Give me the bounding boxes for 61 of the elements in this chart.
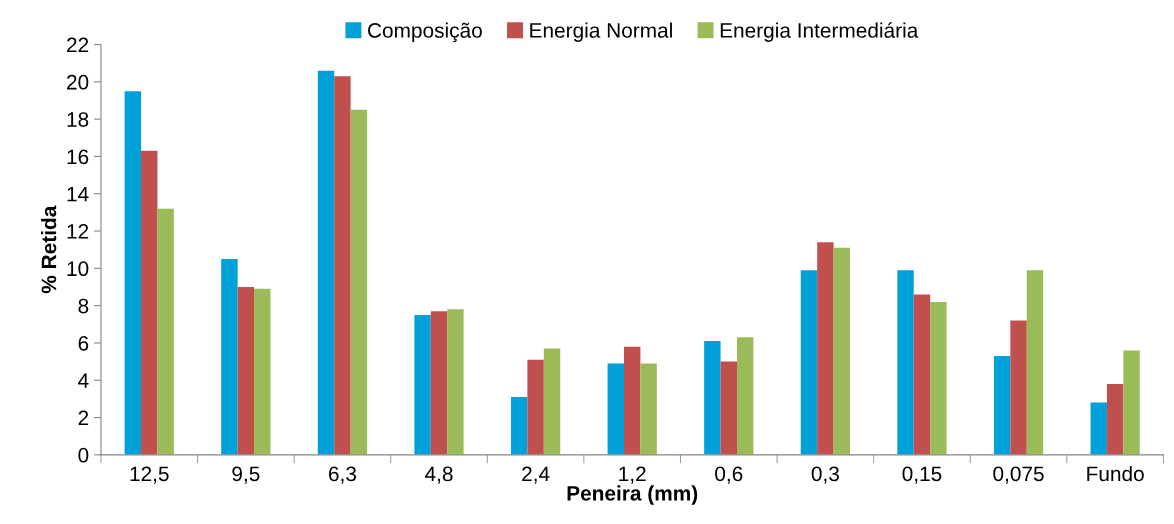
x-tick-label: 0,075 <box>993 466 1044 484</box>
bar <box>930 301 947 455</box>
y-tick-label: 8 <box>78 298 89 314</box>
bar <box>1026 270 1044 455</box>
bar <box>1090 402 1107 455</box>
bar <box>141 150 158 455</box>
bar <box>543 348 561 455</box>
bar <box>833 247 851 455</box>
bar <box>430 311 448 455</box>
x-tick-label: 9,5 <box>232 466 260 484</box>
y-tick-label: 22 <box>67 37 89 53</box>
x-tick-label: Fundo <box>1087 465 1144 482</box>
x-tick-label: 0,6 <box>715 466 743 484</box>
y-tick-label: 18 <box>67 112 89 127</box>
y-tick-label: 4 <box>78 373 89 388</box>
bar <box>720 361 737 455</box>
bar <box>607 363 624 455</box>
bar <box>237 286 255 455</box>
bar <box>1010 320 1027 455</box>
y-tick-label: 12 <box>67 224 89 239</box>
y-tick-label: 6 <box>78 335 89 351</box>
x-tick-label: 4,8 <box>425 466 453 484</box>
x-tick-label: 12,5 <box>130 466 169 484</box>
bar <box>640 363 657 455</box>
bar <box>623 346 641 455</box>
bar <box>800 270 818 455</box>
legend-label: Energia Normal <box>530 22 672 42</box>
bar <box>254 288 271 455</box>
x-tick-label: 0,3 <box>811 466 839 484</box>
bar <box>1106 383 1124 455</box>
y-tick-label: 10 <box>67 261 89 277</box>
bar <box>334 76 351 455</box>
bar <box>913 294 931 455</box>
bar <box>817 242 834 455</box>
y-tick-label: 16 <box>67 149 89 165</box>
bar <box>350 109 368 455</box>
bar <box>221 259 238 455</box>
x-tick-label: 0,15 <box>902 466 942 484</box>
bar <box>414 314 431 455</box>
x-axis-title: Peneira (mm) <box>567 485 698 505</box>
bar <box>317 70 335 455</box>
bar <box>993 355 1011 455</box>
bar <box>897 270 914 455</box>
x-tick-label: 2,4 <box>522 466 550 484</box>
y-tick-label: 0 <box>78 447 89 463</box>
y-tick-label: 20 <box>67 74 89 90</box>
bar <box>447 309 464 455</box>
bar <box>737 337 754 455</box>
y-tick-label: 14 <box>67 186 89 202</box>
bar <box>510 397 528 455</box>
bar <box>1123 350 1140 455</box>
x-tick-label: 6,3 <box>329 466 356 484</box>
legend-label: Composição <box>368 22 482 43</box>
x-tick-label: 1,2 <box>619 466 646 484</box>
legend-label: Energia Intermediária <box>720 22 919 42</box>
y-axis-title: % Retida <box>41 205 57 294</box>
bar <box>527 359 544 455</box>
bar <box>704 341 721 455</box>
bar <box>157 208 174 455</box>
bar <box>124 91 142 455</box>
y-tick-label: 2 <box>78 410 89 426</box>
